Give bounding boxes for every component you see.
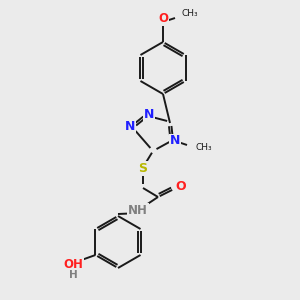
Text: OH: OH [64, 259, 83, 272]
Text: NH: NH [128, 203, 148, 217]
Text: CH₃: CH₃ [196, 143, 213, 152]
Text: N: N [144, 109, 154, 122]
Text: N: N [170, 134, 180, 148]
Text: CH₃: CH₃ [181, 10, 198, 19]
Text: H: H [69, 270, 78, 280]
Text: S: S [139, 161, 148, 175]
Text: O: O [158, 13, 168, 26]
Text: O: O [176, 179, 186, 193]
Text: N: N [125, 121, 135, 134]
